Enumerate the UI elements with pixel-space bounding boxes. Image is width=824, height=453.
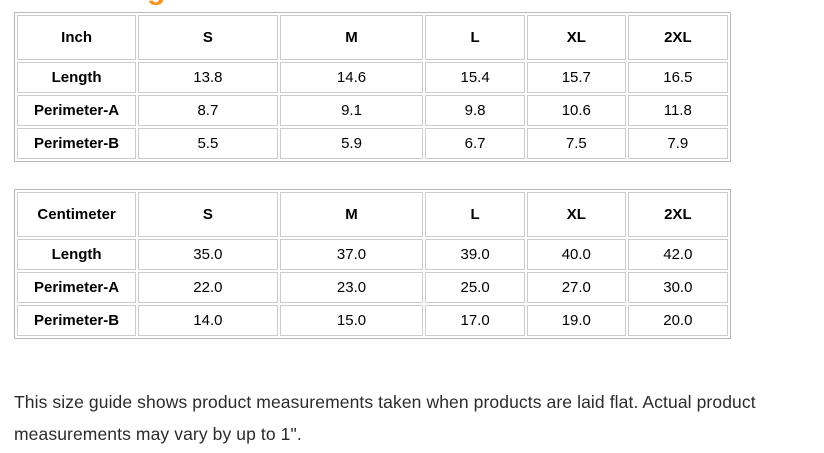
value-cell: 15.4 xyxy=(425,62,525,93)
table-row: Perimeter-A 22.0 23.0 25.0 27.0 30.0 xyxy=(17,272,728,303)
table-header-row: Inch S M L XL 2XL xyxy=(17,15,728,60)
header-cell-unit: Centimeter xyxy=(17,192,137,237)
row-label-perimeter-b: Perimeter-B xyxy=(17,305,137,336)
row-label-length: Length xyxy=(17,62,137,93)
row-label-perimeter-a: Perimeter-A xyxy=(17,272,137,303)
value-cell: 17.0 xyxy=(425,305,525,336)
header-cell-size-xl: XL xyxy=(526,15,626,60)
heading-fragment-letter: g xyxy=(147,0,165,7)
row-label-perimeter-b: Perimeter-B xyxy=(17,128,137,159)
value-cell: 16.5 xyxy=(627,62,728,93)
header-cell-size-l: L xyxy=(425,192,525,237)
header-cell-unit: Inch xyxy=(17,15,137,60)
header-cell-size-m: M xyxy=(279,192,424,237)
header-cell-size-2xl: 2XL xyxy=(627,15,728,60)
value-cell: 9.1 xyxy=(279,95,424,126)
value-cell: 39.0 xyxy=(425,239,525,270)
value-cell: 30.0 xyxy=(627,272,728,303)
header-cell-size-xl: XL xyxy=(526,192,626,237)
clipped-heading-fragment: g xyxy=(147,0,169,8)
header-cell-size-s: S xyxy=(138,15,278,60)
value-cell: 7.9 xyxy=(627,128,728,159)
value-cell: 27.0 xyxy=(526,272,626,303)
value-cell: 37.0 xyxy=(279,239,424,270)
value-cell: 7.5 xyxy=(526,128,626,159)
value-cell: 8.7 xyxy=(138,95,278,126)
value-cell: 10.6 xyxy=(526,95,626,126)
value-cell: 25.0 xyxy=(425,272,525,303)
value-cell: 14.0 xyxy=(138,305,278,336)
value-cell: 20.0 xyxy=(627,305,728,336)
header-cell-size-2xl: 2XL xyxy=(627,192,728,237)
value-cell: 42.0 xyxy=(627,239,728,270)
value-cell: 5.5 xyxy=(138,128,278,159)
table-row: Length 35.0 37.0 39.0 40.0 42.0 xyxy=(17,239,728,270)
table-row: Perimeter-B 5.5 5.9 6.7 7.5 7.9 xyxy=(17,128,728,159)
centimeter-size-table: Centimeter S M L XL 2XL Length 35.0 37.0… xyxy=(14,189,731,339)
value-cell: 22.0 xyxy=(138,272,278,303)
value-cell: 40.0 xyxy=(526,239,626,270)
value-cell: 5.9 xyxy=(279,128,424,159)
value-cell: 19.0 xyxy=(526,305,626,336)
header-cell-size-m: M xyxy=(279,15,424,60)
size-guide-disclaimer: This size guide shows product measuremen… xyxy=(14,392,756,444)
value-cell: 35.0 xyxy=(138,239,278,270)
value-cell: 14.6 xyxy=(279,62,424,93)
table-row: Length 13.8 14.6 15.4 15.7 16.5 xyxy=(17,62,728,93)
value-cell: 6.7 xyxy=(425,128,525,159)
table-row: Perimeter-A 8.7 9.1 9.8 10.6 11.8 xyxy=(17,95,728,126)
row-label-length: Length xyxy=(17,239,137,270)
value-cell: 23.0 xyxy=(279,272,424,303)
value-cell: 9.8 xyxy=(425,95,525,126)
value-cell: 15.0 xyxy=(279,305,424,336)
table-header-row: Centimeter S M L XL 2XL xyxy=(17,192,728,237)
header-cell-size-s: S xyxy=(138,192,278,237)
value-cell: 13.8 xyxy=(138,62,278,93)
inch-size-table: Inch S M L XL 2XL Length 13.8 14.6 15.4 … xyxy=(14,12,731,162)
value-cell: 11.8 xyxy=(627,95,728,126)
row-label-perimeter-a: Perimeter-A xyxy=(17,95,137,126)
header-cell-size-l: L xyxy=(425,15,525,60)
value-cell: 15.7 xyxy=(526,62,626,93)
table-row: Perimeter-B 14.0 15.0 17.0 19.0 20.0 xyxy=(17,305,728,336)
